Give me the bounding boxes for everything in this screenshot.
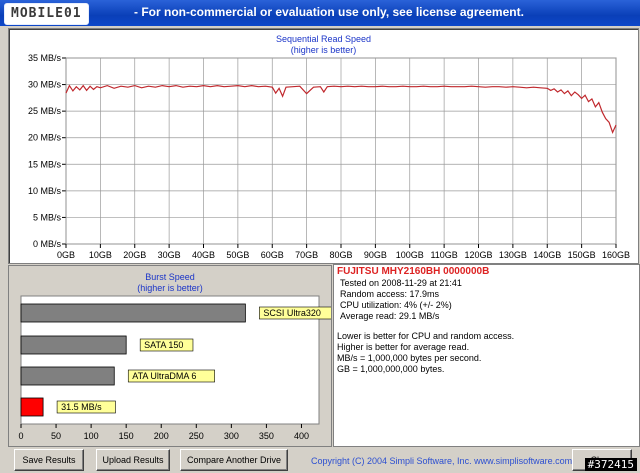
burst-bar-label: SATA 150: [144, 340, 183, 350]
burst-chart-panel: Burst Speed (higher is better) 0 50 100 150 20…: [8, 265, 332, 447]
note-lower-better: Lower is better for CPU and random acces…: [337, 331, 515, 341]
y-tick-label: 25 MB/s: [28, 106, 62, 116]
window-title: - For non-commercial or evaluation use o…: [134, 5, 524, 19]
read-chart-panel: Sequential Read Speed (higher is better)…: [8, 28, 639, 264]
random-access: Random access: 17.9ms: [340, 289, 440, 299]
title-bar: MOBILE01 - For non-commercial or evaluat…: [0, 0, 640, 26]
x-tick-label: 20GB: [123, 250, 146, 260]
y-tick-label: 30 MB/s: [28, 80, 62, 90]
copyright-link[interactable]: Copyright (C) 2004 Simpli Software, Inc.…: [311, 456, 573, 466]
y-tick-label: 0 MB/s: [33, 239, 62, 249]
burst-chart-title: Burst Speed: [145, 272, 195, 282]
x-tick-label: 60GB: [261, 250, 284, 260]
read-speed-line: [65, 84, 617, 135]
burst-bar: [20, 366, 115, 386]
x-tick-label: 50GB: [226, 250, 249, 260]
y-tick-label: 35 MB/s: [28, 53, 62, 63]
burst-bar: [20, 303, 246, 323]
x-tick-label: 0GB: [57, 250, 75, 260]
burst-bar: [20, 335, 127, 355]
burst-bar-label: ATA UltraDMA 6: [132, 371, 196, 381]
x-tick-label: 150GB: [568, 250, 596, 260]
burst-x-tick-label: 50: [51, 431, 61, 441]
y-tick-label: 15 MB/s: [28, 159, 62, 169]
burst-x-tick-label: 250: [189, 431, 204, 441]
y-tick-label: 10 MB/s: [28, 186, 62, 196]
burst-x-tick-label: 100: [84, 431, 99, 441]
read-chart-title: Sequential Read Speed: [275, 34, 372, 44]
save-results-button[interactable]: Save Results: [14, 449, 84, 471]
y-tick-label: 20 MB/s: [28, 133, 62, 143]
x-tick-label: 130GB: [499, 250, 527, 260]
note-higher-better: Higher is better for average read.: [337, 342, 470, 352]
drive-info-panel: FUJITSU MHY2160BH 0000000B Tested on 200…: [333, 264, 640, 447]
burst-x-tick-label: 350: [259, 431, 274, 441]
burst-x-tick-label: 200: [154, 431, 169, 441]
compare-another-drive-button[interactable]: Compare Another Drive: [180, 449, 288, 471]
x-tick-label: 100GB: [396, 250, 424, 260]
burst-x-tick-label: 0: [18, 431, 23, 441]
burst-bar-label-box: [127, 369, 215, 383]
x-tick-label: 160GB: [602, 250, 630, 260]
watermark: #372415: [584, 458, 637, 471]
x-tick-label: 70GB: [295, 250, 318, 260]
x-tick-label: 80GB: [329, 250, 352, 260]
burst-bar-label: 31.5 MB/s: [61, 402, 102, 412]
read-chart-subtitle: (higher is better): [290, 45, 357, 55]
y-tick-label: 5 MB/s: [33, 212, 62, 222]
note-mbs-definition: MB/s = 1,000,000 bytes per second.: [337, 353, 482, 363]
burst-speed-chart: Burst Speed(higher is better) 0 50 100 150 20…: [18, 272, 331, 441]
x-tick-label: 120GB: [464, 250, 492, 260]
burst-x-tick-label: 150: [119, 431, 134, 441]
burst-bar-label-box: [139, 338, 194, 352]
burst-x-tick-label: 300: [224, 431, 239, 441]
x-tick-label: 30GB: [158, 250, 181, 260]
x-tick-label: 90GB: [364, 250, 387, 260]
x-tick-label: 110GB: [430, 250, 457, 260]
upload-results-button[interactable]: Upload Results: [96, 449, 170, 471]
drive-name: FUJITSU MHY2160BH 0000000B: [337, 266, 490, 277]
note-gb-definition: GB = 1,000,000,000 bytes.: [337, 364, 445, 374]
burst-x-tick-label: 400: [294, 431, 309, 441]
sequential-read-chart: 35 MB/s 30 MB/s 25 MB/s 20 MB/s 15 MB/s 10 MB…: [28, 53, 630, 260]
burst-bar-label-box: [259, 306, 331, 320]
x-tick-label: 140GB: [533, 250, 561, 260]
mobile01-logo: MOBILE01: [4, 3, 89, 25]
x-tick-label: 40GB: [192, 250, 215, 260]
cpu-utilization: CPU utilization: 4% (+/- 2%): [340, 300, 452, 310]
burst-bar: [20, 397, 44, 417]
burst-chart-subtitle: (higher is better): [137, 283, 203, 293]
x-tick-label: 10GB: [89, 250, 112, 260]
burst-bar-label-box: [56, 400, 116, 414]
tested-date: Tested on 2008-11-29 at 21:41: [340, 278, 462, 288]
average-read: Average read: 29.1 MB/s: [340, 311, 440, 321]
burst-bar-label: SCSI Ultra320: [263, 308, 321, 318]
